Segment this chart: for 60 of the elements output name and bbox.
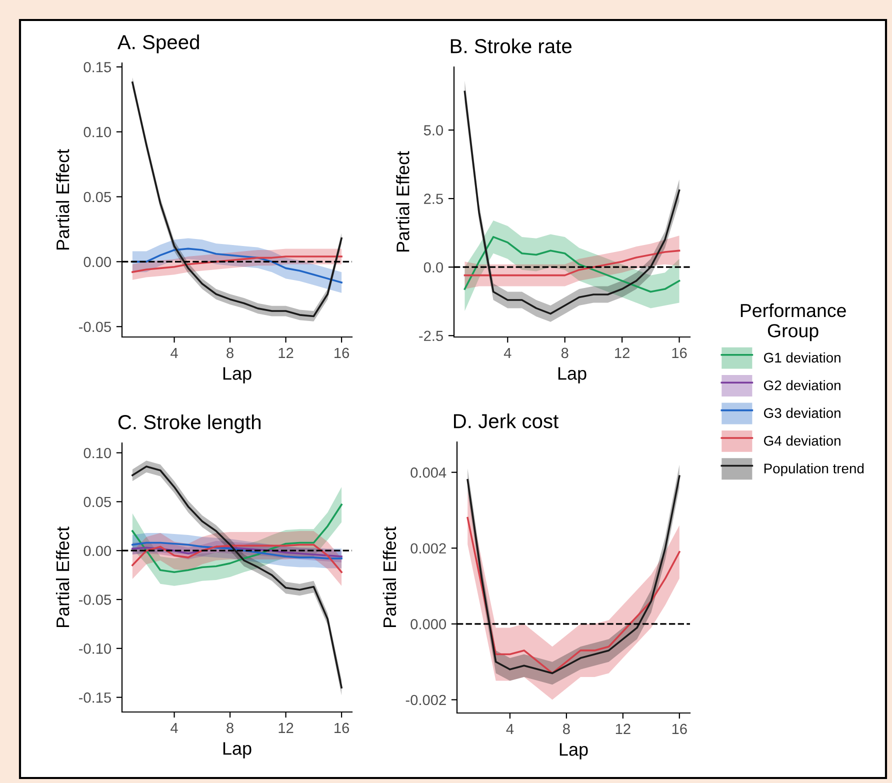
y-tick-label: -0.05 [78, 322, 111, 332]
x-tick-label: 12 [615, 348, 630, 358]
legend-label: G1 deviation [764, 352, 840, 363]
line-series [464, 250, 680, 276]
x-tick-label: 12 [616, 724, 630, 734]
y-tick-label: 0.05 [84, 192, 111, 202]
x-tick-label: 8 [561, 348, 568, 358]
x-axis-title: Lap [223, 367, 252, 384]
line-series [132, 542, 342, 560]
y-tick-label: 0.004 [410, 467, 446, 478]
x-tick-label: 16 [334, 348, 350, 358]
chart-title: B. Stroke rate [450, 38, 572, 54]
chart-title: C. Stroke length [118, 414, 260, 434]
x-tick-label: 8 [226, 722, 234, 734]
y-tick-label: -2.5 [419, 330, 443, 342]
line-series [132, 504, 342, 574]
y-tick-label: 0.00 [84, 546, 112, 556]
y-tick-label: 0.00 [84, 256, 112, 268]
x-tick-label: 4 [506, 724, 514, 734]
x-axis-title: Lap [223, 742, 252, 758]
line-series [132, 256, 342, 273]
legend-label: G3 deviation [764, 408, 840, 418]
x-tick-label: 8 [563, 724, 570, 734]
legend-label: G4 deviation [764, 436, 840, 446]
x-tick-label: 12 [278, 722, 294, 733]
y-tick-label: 0.0 [424, 262, 444, 273]
y-tick-label: -0.002 [406, 694, 446, 706]
x-tick-label: 4 [170, 348, 178, 358]
legend-label: Population trend [764, 463, 864, 476]
x-tick-label: 16 [672, 348, 687, 358]
chart-title: D. Jerk cost [454, 414, 558, 428]
y-axis-title: Partial Effect [56, 149, 70, 250]
x-tick-label: 16 [334, 722, 350, 734]
y-tick-label: 0.000 [410, 619, 446, 630]
y-tick-label: 2.5 [424, 194, 443, 204]
y-axis-title: Partial Effect [382, 526, 396, 628]
x-axis-title: Lap [560, 743, 588, 760]
line-series [132, 544, 342, 574]
y-tick-label: 0.002 [410, 543, 446, 554]
y-tick-label: 0.10 [84, 126, 112, 138]
x-tick-label: 16 [672, 724, 687, 734]
legend-label: G2 deviation [764, 380, 840, 390]
y-axis-title: Partial Effect [396, 151, 410, 252]
legend-title: Performance Group [740, 303, 846, 342]
y-axis-title: Partial Effect [56, 526, 70, 628]
y-tick-label: -0.05 [78, 594, 111, 605]
x-tick-label: 8 [226, 348, 234, 358]
line-series [466, 516, 680, 674]
y-tick-label: -0.10 [78, 644, 112, 654]
y-tick-label: 5.0 [424, 125, 444, 136]
y-tick-label: -0.15 [78, 692, 111, 703]
y-tick-label: 0.05 [84, 496, 111, 508]
y-tick-label: 0.10 [84, 448, 112, 458]
x-tick-label: 4 [170, 722, 178, 733]
chart-title: A. Speed [117, 34, 199, 54]
x-tick-label: 4 [504, 348, 512, 358]
x-tick-label: 12 [278, 348, 294, 358]
x-axis-title: Lap [558, 367, 586, 384]
line-series [132, 546, 342, 558]
y-tick-label: 0.15 [84, 62, 111, 72]
